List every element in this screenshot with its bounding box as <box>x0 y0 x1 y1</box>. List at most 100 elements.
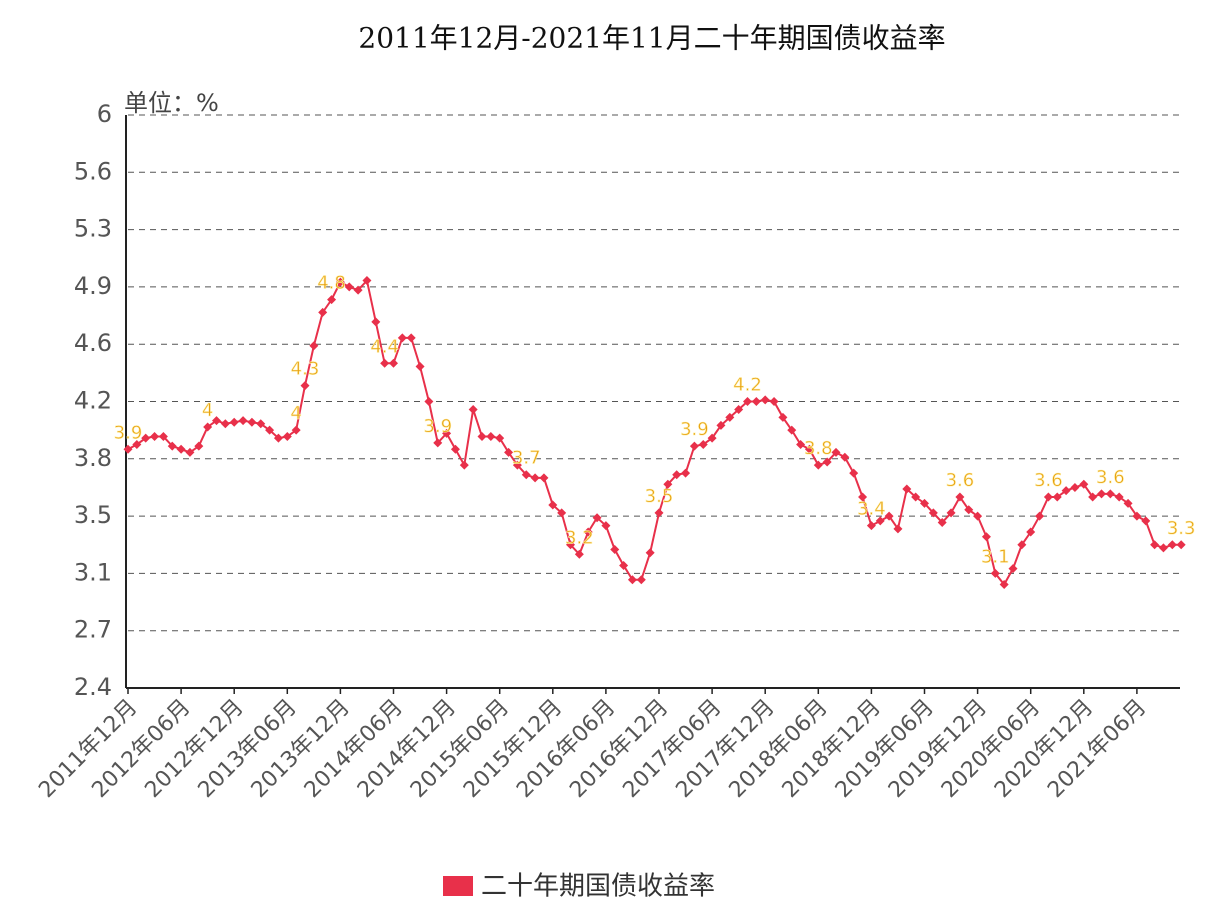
data-point <box>804 444 814 454</box>
data-point <box>1052 492 1062 502</box>
data-point <box>698 439 708 449</box>
y-axis-unit: 单位：% <box>124 89 219 117</box>
y-tick-label: 4.9 <box>74 272 112 300</box>
data-label: 3.6 <box>1096 467 1125 488</box>
data-point <box>1123 498 1133 508</box>
data-point <box>627 575 637 585</box>
data-point <box>1088 492 1098 502</box>
data-point <box>955 492 965 502</box>
data-point <box>477 432 487 442</box>
data-point <box>238 416 248 426</box>
data-point <box>557 508 567 518</box>
data-point <box>504 447 514 457</box>
data-point <box>1061 486 1071 496</box>
data-label: 3.6 <box>1034 470 1063 491</box>
data-point <box>530 473 540 483</box>
data-point <box>220 419 230 429</box>
data-point <box>707 433 717 443</box>
data-point <box>734 404 744 414</box>
data-point <box>645 548 655 558</box>
y-tick-label: 4.6 <box>74 329 112 357</box>
data-point <box>831 447 841 457</box>
data-point <box>486 432 496 442</box>
data-point <box>601 521 611 531</box>
data-point <box>123 444 133 454</box>
data-point <box>964 505 974 515</box>
data-point <box>574 549 584 559</box>
data-point <box>1026 527 1036 537</box>
data-point <box>663 479 673 489</box>
data-point <box>1070 482 1080 492</box>
data-label: 3.7 <box>512 448 541 469</box>
data-point <box>450 444 460 454</box>
data-point <box>203 422 213 432</box>
data-point <box>415 361 425 371</box>
data-point <box>194 441 204 451</box>
y-tick-label: 5.3 <box>74 215 112 243</box>
data-point <box>397 333 407 343</box>
data-point <box>406 333 416 343</box>
y-tick-label: 3.8 <box>74 444 112 472</box>
data-point <box>999 580 1009 590</box>
y-tick-label: 5.6 <box>74 157 112 185</box>
data-label: 3.3 <box>1167 518 1196 539</box>
data-point <box>521 470 531 480</box>
data-point <box>442 428 452 438</box>
data-point <box>778 412 788 422</box>
data-label: 4.4 <box>370 336 399 357</box>
legend-swatch <box>443 876 473 896</box>
data-point <box>592 513 602 523</box>
data-point <box>1008 564 1018 574</box>
data-point <box>1097 489 1106 499</box>
data-point <box>1150 540 1160 550</box>
data-point <box>920 498 929 508</box>
data-point <box>654 508 664 518</box>
data-point <box>849 468 859 478</box>
data-point <box>1079 479 1089 489</box>
data-label: 3.6 <box>946 470 975 491</box>
data-point <box>937 517 947 527</box>
data-label: 3.4 <box>857 499 886 520</box>
data-point <box>787 425 797 435</box>
data-point <box>247 417 257 427</box>
data-point <box>1141 516 1151 526</box>
data-point <box>813 460 823 470</box>
data-point <box>539 473 549 483</box>
legend-label: 二十年期国债收益率 <box>481 872 715 902</box>
data-point <box>760 395 770 405</box>
data-point <box>769 397 779 406</box>
data-point <box>468 404 478 414</box>
data-point <box>380 358 390 368</box>
data-point <box>840 452 850 462</box>
y-tick-label: 2.4 <box>74 673 112 701</box>
data-point <box>884 511 894 521</box>
data-label: 3.9 <box>423 416 452 437</box>
data-point <box>636 575 646 585</box>
y-tick-label: 4.2 <box>74 387 112 415</box>
data-point <box>176 444 186 454</box>
data-point <box>1167 540 1177 550</box>
data-point <box>928 508 938 518</box>
data-label: 4.8 <box>317 273 346 294</box>
data-label: 3.1 <box>981 546 1010 567</box>
data-point <box>371 317 381 327</box>
data-label: 4.2 <box>733 375 762 396</box>
data-point <box>1114 492 1124 502</box>
data-point <box>309 341 319 351</box>
data-point <box>990 568 1000 578</box>
data-point <box>362 276 372 286</box>
data-point <box>132 439 142 449</box>
data-point <box>229 417 239 427</box>
data-point <box>389 358 398 368</box>
data-point <box>495 433 505 443</box>
data-label: 3.9 <box>680 419 709 440</box>
data-point <box>256 419 266 429</box>
data-point <box>822 457 832 467</box>
data-point <box>566 540 575 550</box>
data-point <box>610 545 620 555</box>
data-point <box>981 532 991 542</box>
data-point <box>858 492 868 502</box>
data-label: 4 <box>202 400 213 421</box>
